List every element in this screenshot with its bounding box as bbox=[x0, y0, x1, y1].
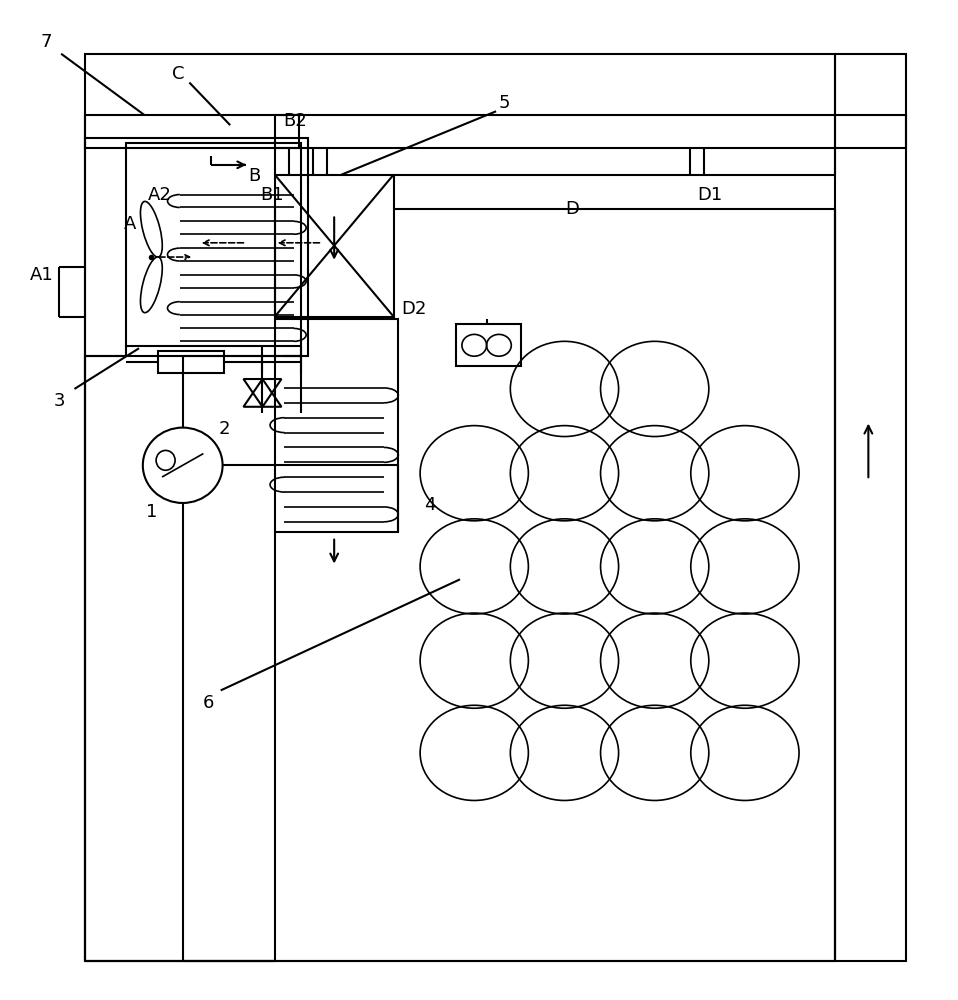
Bar bbox=[85, 138, 308, 356]
Bar bbox=[85, 54, 906, 961]
Bar bbox=[275, 115, 906, 148]
Text: D1: D1 bbox=[697, 186, 722, 204]
Ellipse shape bbox=[141, 257, 162, 313]
Ellipse shape bbox=[143, 428, 222, 503]
Bar bbox=[275, 175, 394, 317]
Text: 5: 5 bbox=[499, 94, 511, 112]
Text: A1: A1 bbox=[31, 266, 54, 284]
Text: D2: D2 bbox=[401, 300, 427, 318]
Text: A: A bbox=[125, 215, 137, 233]
Text: C: C bbox=[171, 65, 184, 83]
Text: 1: 1 bbox=[146, 503, 157, 521]
Text: A2: A2 bbox=[148, 186, 171, 204]
Bar bbox=[85, 115, 299, 148]
Ellipse shape bbox=[141, 201, 162, 257]
Text: 3: 3 bbox=[54, 392, 65, 410]
Text: B: B bbox=[248, 167, 260, 185]
Text: B1: B1 bbox=[261, 186, 284, 204]
Bar bbox=[275, 319, 399, 532]
Bar bbox=[456, 324, 521, 366]
Bar bbox=[125, 143, 302, 346]
Text: 4: 4 bbox=[423, 496, 435, 514]
Text: 6: 6 bbox=[203, 694, 214, 712]
Text: 2: 2 bbox=[218, 420, 230, 438]
Text: 7: 7 bbox=[40, 33, 52, 51]
Text: B2: B2 bbox=[283, 112, 307, 130]
Text: D: D bbox=[565, 200, 579, 218]
Bar bbox=[158, 351, 224, 373]
